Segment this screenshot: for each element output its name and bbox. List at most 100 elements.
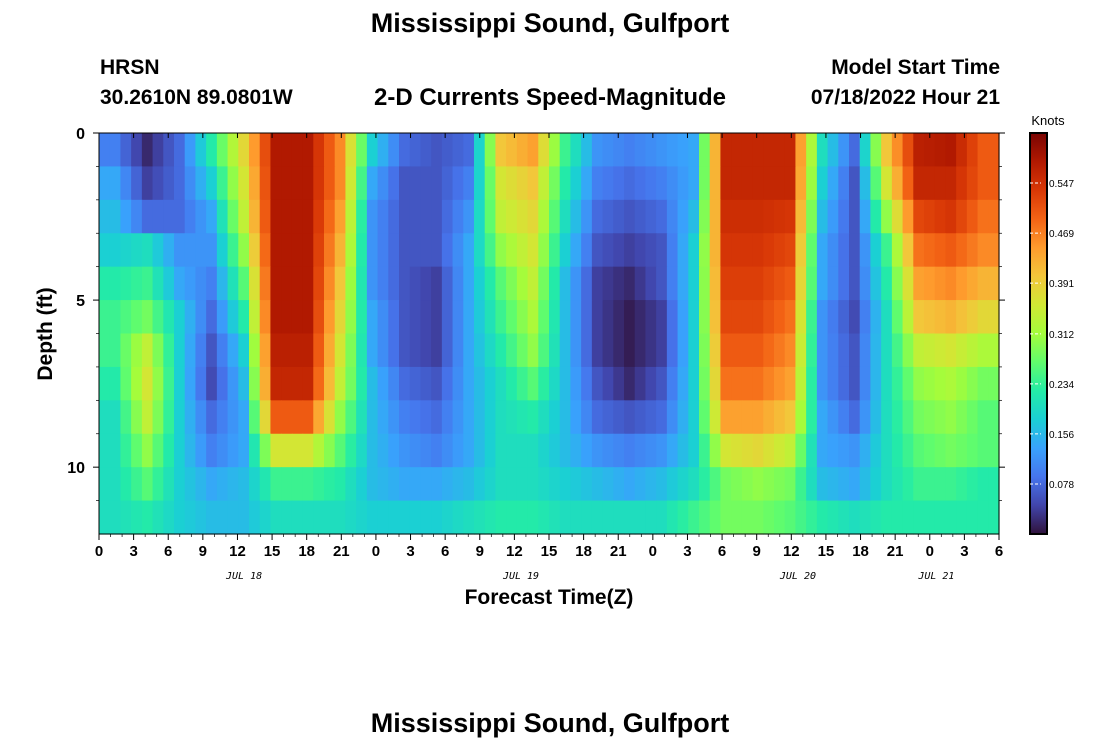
x-axis: 0 3 6 9 12 15 18 21 0 3 6 9 12 15 18 21 0 3 6 9 12 15 18 21 0 3 6 J…	[95, 133, 1003, 582]
heatmap-cell	[249, 166, 261, 201]
heatmap-cell	[859, 433, 872, 468]
heatmap-cell	[806, 166, 818, 201]
heatmap-cell	[452, 300, 464, 335]
colorbar-tick-label: 0.234	[1049, 380, 1074, 391]
heatmap-cell	[270, 300, 282, 335]
heatmap-cell	[656, 500, 668, 535]
heatmap-cell	[559, 467, 572, 502]
heatmap-cell	[752, 266, 764, 301]
heatmap-cell	[495, 467, 507, 502]
heatmap-cell	[324, 400, 336, 435]
heatmap-cell	[645, 199, 657, 234]
heatmap-cell	[849, 467, 861, 502]
heatmap-cell	[699, 133, 711, 168]
heatmap-cell	[795, 300, 807, 335]
heatmap-cell	[377, 467, 389, 502]
heatmap-cell	[141, 266, 154, 301]
heatmap-cells	[99, 133, 1000, 535]
heatmap-cell	[838, 333, 850, 368]
heatmap-cell	[613, 400, 625, 435]
heatmap-cell	[270, 433, 282, 468]
heatmap-cell	[399, 266, 411, 301]
heatmap-cell	[741, 433, 754, 468]
heatmap-cell	[131, 199, 143, 234]
heatmap-cell	[849, 433, 861, 468]
heatmap-cell	[463, 233, 475, 268]
heatmap-cell	[677, 133, 689, 168]
heatmap-cell	[302, 166, 314, 201]
heatmap-cell	[152, 467, 164, 502]
heatmap-cell	[838, 233, 850, 268]
heatmap-cell	[570, 333, 582, 368]
heatmap-cell	[709, 366, 722, 401]
heatmap-cell	[270, 400, 282, 435]
heatmap-cell	[120, 266, 132, 301]
heatmap-cell	[152, 133, 164, 168]
heatmap-cell	[270, 266, 282, 301]
heatmap-cell	[881, 133, 893, 168]
heatmap-cell	[966, 400, 979, 435]
heatmap-cell	[238, 467, 250, 502]
heatmap-cell	[881, 300, 893, 335]
heatmap-cell	[870, 333, 882, 368]
heatmap-cell	[109, 500, 122, 535]
heatmap-cell	[666, 166, 679, 201]
heatmap-cell	[902, 300, 914, 335]
heatmap-cell	[581, 266, 593, 301]
heatmap-cell	[924, 166, 936, 201]
heatmap-cell	[602, 300, 614, 335]
heatmap-cell	[891, 166, 904, 201]
heatmap-cell	[356, 433, 368, 468]
heatmap-cell	[163, 199, 175, 234]
heatmap-cell	[238, 199, 250, 234]
heatmap-cell	[709, 233, 722, 268]
heatmap-cell	[956, 433, 968, 468]
heatmap-cell	[174, 467, 186, 502]
heatmap-cell	[602, 166, 614, 201]
heatmap-cell	[645, 300, 657, 335]
heatmap-cell	[849, 500, 861, 535]
heatmap-cell	[549, 433, 561, 468]
heatmap-cell	[988, 500, 1000, 535]
heatmap-cell	[506, 133, 518, 168]
heatmap-cell	[313, 467, 325, 502]
heatmap-cell	[216, 300, 229, 335]
x-tick-label: 15	[818, 543, 835, 560]
heatmap-cell	[624, 300, 636, 335]
heatmap-cell	[516, 467, 529, 502]
heatmap-cell	[388, 400, 400, 435]
heatmap-cell	[945, 366, 957, 401]
x-tick-label: 0	[649, 543, 657, 560]
heatmap-cell	[881, 467, 893, 502]
heatmap-cell	[516, 133, 529, 168]
heatmap-cell	[870, 233, 882, 268]
heatmap-cell	[624, 266, 636, 301]
heatmap-cell	[527, 366, 539, 401]
heatmap-cell	[388, 133, 400, 168]
heatmap-cell	[281, 199, 293, 234]
x-tick-label: 6	[718, 543, 726, 560]
heatmap-cell	[431, 199, 443, 234]
heatmap-cell	[216, 366, 229, 401]
heatmap-cell	[827, 433, 839, 468]
heatmap-cell	[99, 366, 111, 401]
heatmap-cell	[956, 333, 968, 368]
heatmap-cell	[816, 400, 829, 435]
heatmap-cell	[988, 166, 1000, 201]
heatmap-cell	[934, 133, 947, 168]
heatmap-cell	[324, 333, 336, 368]
heatmap-cell	[763, 400, 775, 435]
heatmap-cell	[549, 133, 561, 168]
heatmap-cell	[624, 133, 636, 168]
heatmap-cell	[966, 433, 979, 468]
heatmap-cell	[613, 366, 625, 401]
heatmap-cell	[313, 366, 325, 401]
heatmap-cell	[366, 199, 379, 234]
heatmap-cell	[152, 300, 164, 335]
heatmap-cell	[902, 133, 914, 168]
heatmap-cell	[591, 233, 604, 268]
heatmap-cell	[474, 433, 486, 468]
heatmap-cell	[966, 366, 979, 401]
heatmap-cell	[206, 333, 218, 368]
heatmap-cell	[624, 467, 636, 502]
